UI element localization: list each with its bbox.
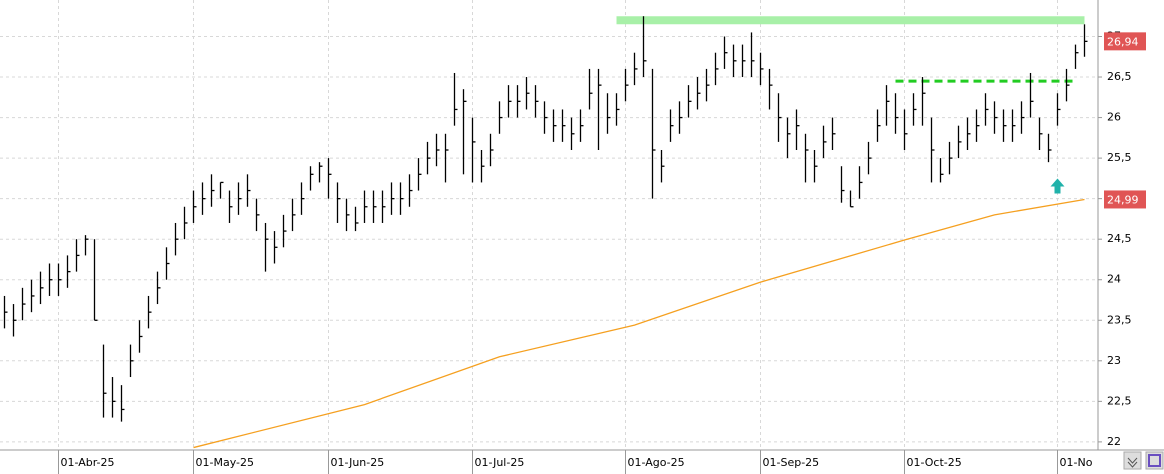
y-tick-label: 26 xyxy=(1107,111,1121,124)
last-value-box xyxy=(1104,190,1146,209)
y-tick-label: 24 xyxy=(1107,273,1121,286)
y-tick-label: 25,5 xyxy=(1107,151,1132,164)
x-tick-label: 01-Ago-25 xyxy=(628,456,685,469)
corner-icon xyxy=(1148,454,1161,467)
moving-average xyxy=(193,198,1085,449)
last-value-label: 24,99 xyxy=(1107,193,1139,206)
y-tick-label: 23,5 xyxy=(1107,313,1132,326)
x-tick-label: 01-May-25 xyxy=(196,456,254,469)
last-value-box xyxy=(1104,32,1146,51)
y-tick-label: 22,5 xyxy=(1107,394,1132,407)
y-tick-label: 24,5 xyxy=(1107,232,1132,245)
x-tick-label: 01-Jul-25 xyxy=(475,456,525,469)
x-tick-label: 01-Oct-25 xyxy=(907,456,962,469)
y-tick-label: 23 xyxy=(1107,354,1121,367)
x-tick-label: 01-Abr-25 xyxy=(61,456,115,469)
x-tick-label: 01-No xyxy=(1060,456,1093,469)
corner-icon xyxy=(1127,457,1138,468)
corner-button xyxy=(1123,451,1142,470)
corner-button xyxy=(1145,451,1164,470)
x-tick-label: 01-Jun-25 xyxy=(331,456,385,469)
last-value-label: 26,94 xyxy=(1107,35,1139,48)
x-tick-label: 01-Sep-25 xyxy=(763,456,820,469)
y-tick-label: 26,5 xyxy=(1107,70,1132,83)
signal-arrow xyxy=(1050,178,1065,194)
y-tick-label: 22 xyxy=(1107,435,1121,448)
